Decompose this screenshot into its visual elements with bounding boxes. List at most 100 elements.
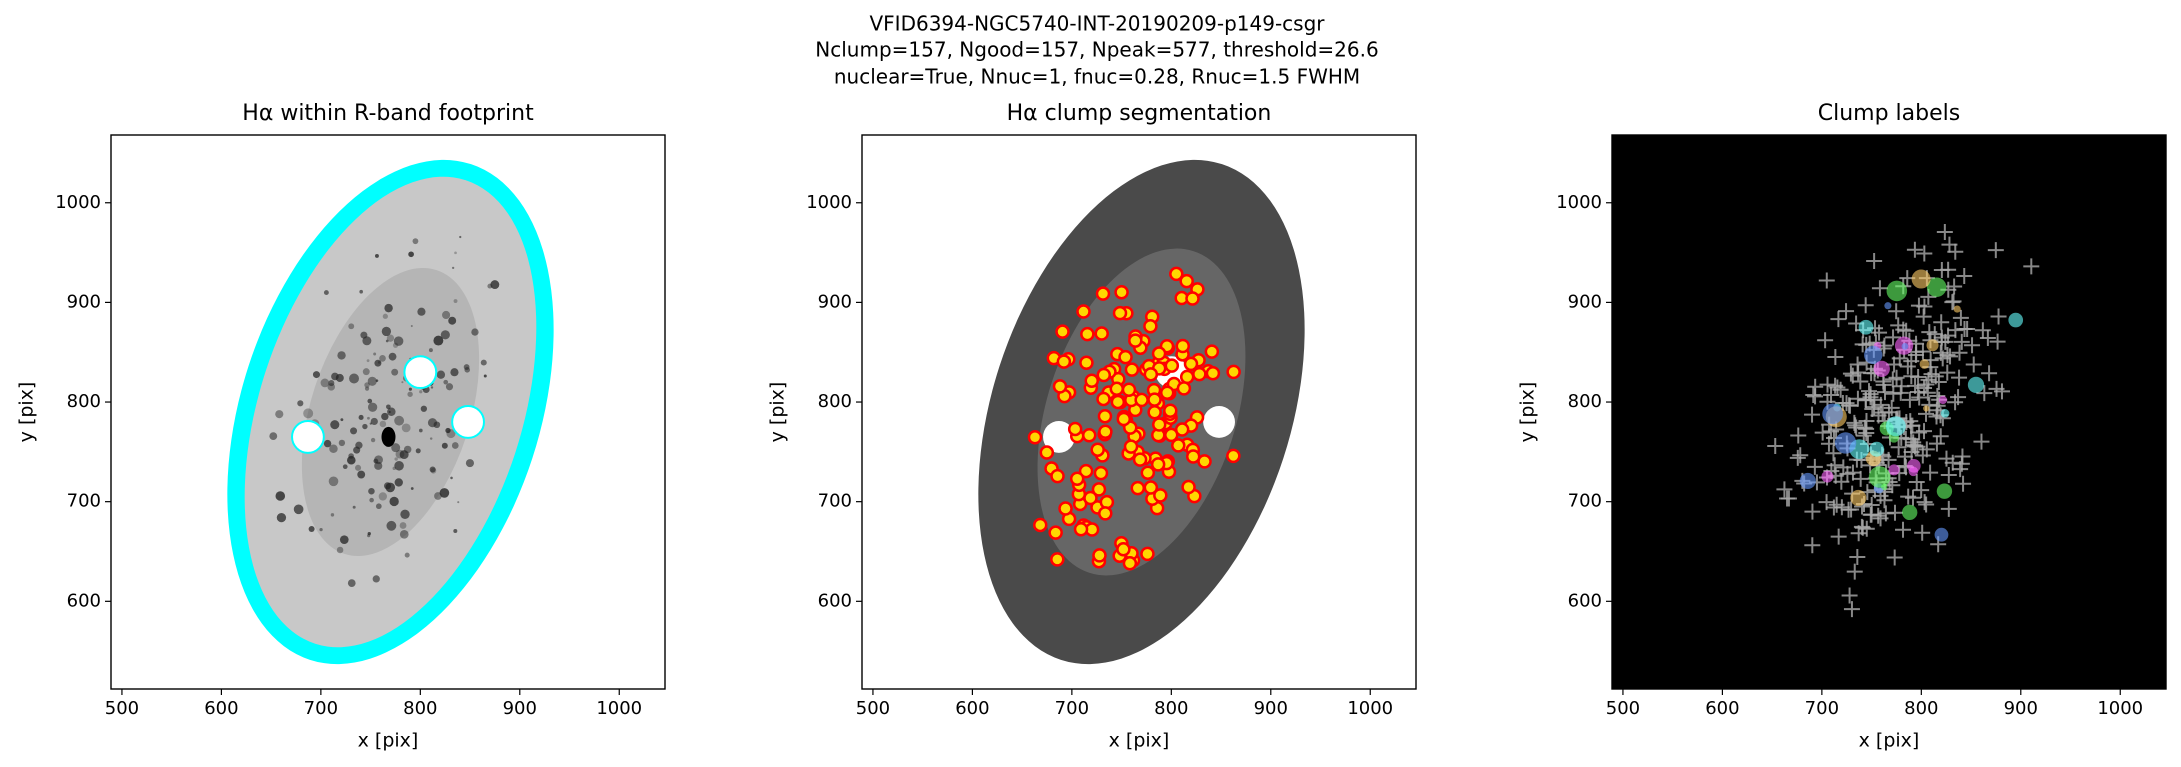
clump xyxy=(1181,479,1196,495)
knot xyxy=(408,387,412,391)
knot xyxy=(483,374,487,378)
x-tick-label: 800 xyxy=(403,698,437,719)
label-cross xyxy=(1897,430,1914,447)
knot xyxy=(368,487,375,495)
label-cross xyxy=(1916,245,1933,262)
label-cross xyxy=(1976,385,1993,402)
clump xyxy=(1083,490,1098,506)
knot xyxy=(386,334,395,342)
label-cross xyxy=(1908,474,1925,491)
x-tick-label: 600 xyxy=(1705,698,1739,719)
x-tick-label: 800 xyxy=(1904,698,1938,719)
label-cross xyxy=(1827,377,1844,394)
knot xyxy=(418,428,423,433)
x-axis-label: x [pix] xyxy=(1859,730,1920,752)
clump xyxy=(1116,542,1131,557)
knot xyxy=(276,512,287,523)
mask xyxy=(403,355,438,390)
clump xyxy=(1175,338,1191,354)
knot xyxy=(382,313,388,319)
label-cross xyxy=(1895,521,1912,538)
label-cross xyxy=(1823,423,1840,440)
label-blob xyxy=(1911,269,1931,289)
clump xyxy=(1027,430,1043,445)
label-blob xyxy=(1868,466,1891,488)
label-cross xyxy=(1825,445,1842,462)
knot xyxy=(350,427,358,435)
clump xyxy=(1128,333,1143,348)
knot xyxy=(379,420,387,428)
label-cross xyxy=(1973,433,1990,450)
label-cross xyxy=(1830,311,1847,328)
knot xyxy=(393,336,404,346)
knot xyxy=(275,491,286,501)
label-cross xyxy=(1852,470,1869,487)
knot xyxy=(367,416,370,420)
knot xyxy=(442,310,451,320)
knot xyxy=(354,464,362,471)
y-tick-label: 1000 xyxy=(806,192,852,213)
label-cross xyxy=(1819,376,1836,393)
label-cross xyxy=(1885,385,1902,402)
label-cross xyxy=(1863,496,1880,513)
clump xyxy=(1091,482,1107,497)
clump xyxy=(1109,381,1125,397)
suptitle-line: nuclear=True, Nnuc=1, fnuc=0.28, Rnuc=1.… xyxy=(834,65,1360,89)
label-blob xyxy=(1923,405,1930,412)
label-cross xyxy=(1905,437,1922,454)
knot xyxy=(394,478,403,487)
label-cross xyxy=(1956,321,1973,338)
knot xyxy=(448,316,457,325)
mask xyxy=(291,419,325,454)
label-cross xyxy=(1907,377,1924,394)
clump xyxy=(1132,452,1148,467)
knot xyxy=(399,450,409,460)
label-cross xyxy=(1979,329,1996,346)
y-axis-label: y [pix] xyxy=(767,382,789,443)
knot xyxy=(370,437,376,443)
label-blob xyxy=(1873,360,1890,377)
clump xyxy=(1143,480,1159,495)
knot xyxy=(428,348,433,353)
label-blob xyxy=(1907,459,1921,473)
knot xyxy=(394,415,405,426)
image xyxy=(978,159,1305,665)
label-cross xyxy=(1789,449,1806,466)
label-cross xyxy=(1870,407,1887,424)
clump xyxy=(1052,379,1068,394)
label-cross xyxy=(1936,224,1953,241)
clump xyxy=(1169,266,1184,282)
knot xyxy=(453,529,458,534)
label-blob xyxy=(1901,342,1909,350)
x-tick-label: 700 xyxy=(1805,698,1839,719)
label-cross xyxy=(1841,587,1858,604)
label-cross xyxy=(2023,258,2040,275)
clump xyxy=(1055,324,1070,339)
clump xyxy=(1185,449,1201,464)
clump xyxy=(1114,285,1129,300)
clump xyxy=(1084,373,1099,389)
clump xyxy=(1048,525,1063,540)
y-tick-label: 900 xyxy=(1568,291,1602,312)
clump xyxy=(1134,392,1149,408)
label-blob xyxy=(1926,339,1939,352)
knot xyxy=(381,412,389,421)
clump xyxy=(1092,548,1107,563)
clump xyxy=(1080,326,1095,342)
label-cross xyxy=(1964,337,1981,354)
knot xyxy=(377,361,381,364)
label-cross xyxy=(1804,537,1821,554)
label-blob xyxy=(1834,432,1857,454)
clump xyxy=(1056,354,1072,369)
knot xyxy=(362,336,372,346)
axes-title: Hα within R-band footprint xyxy=(242,101,534,126)
label-blob xyxy=(1967,376,1985,394)
label-cross xyxy=(1914,524,1931,541)
label-cross xyxy=(1906,438,1923,455)
knot xyxy=(445,427,451,434)
clump xyxy=(1159,385,1175,400)
label-cross xyxy=(1880,404,1897,421)
knot xyxy=(357,470,366,479)
label-cross xyxy=(1779,490,1796,507)
clump xyxy=(1098,424,1113,439)
